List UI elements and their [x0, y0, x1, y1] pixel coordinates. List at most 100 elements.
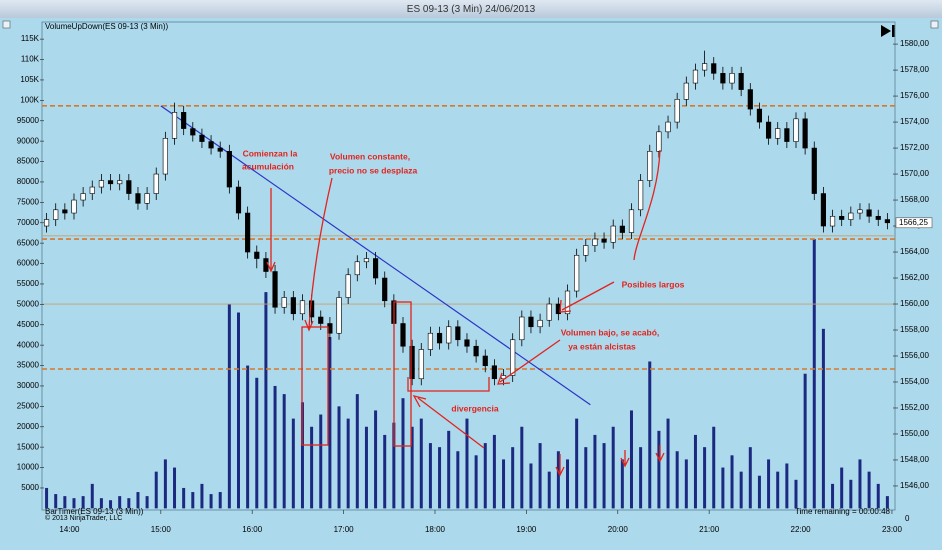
y2-tick-label: 1556,00 — [900, 351, 929, 360]
volume-bar — [456, 451, 460, 509]
candle-body — [208, 141, 214, 149]
volume-bar — [401, 398, 405, 509]
volume-bar — [200, 483, 204, 509]
volume-bar — [575, 418, 579, 509]
volume-bar — [483, 443, 487, 509]
play-icon[interactable] — [881, 25, 895, 37]
price-marker — [895, 217, 933, 229]
annotation: precio no se desplaza — [329, 165, 418, 175]
y-tick-label: 15000 — [17, 442, 40, 451]
candle-body — [802, 118, 808, 149]
candle-body — [418, 349, 424, 380]
price-marker-label: 1566,25 — [899, 218, 928, 227]
candle-body — [875, 215, 881, 220]
candle-body — [702, 63, 708, 71]
volume-bar — [465, 418, 469, 509]
candle-body — [181, 112, 187, 129]
candle-body — [272, 271, 278, 308]
volume-bar — [118, 496, 122, 509]
candle-body — [80, 193, 86, 201]
volume-bar — [666, 418, 670, 509]
candle-body — [153, 173, 159, 194]
volume-bar — [611, 426, 615, 509]
volume-bar — [767, 459, 771, 509]
y-tick-label: 110K — [21, 55, 40, 64]
annotation-shapes — [266, 149, 665, 477]
x-tick-label: 19:00 — [516, 525, 537, 534]
candle-body — [254, 251, 260, 259]
candle-body — [711, 63, 717, 74]
y-tick-label: 90000 — [17, 136, 40, 145]
volume-bar — [264, 292, 268, 509]
candle-body — [592, 238, 598, 246]
volume-bar — [803, 373, 807, 509]
candle-body — [263, 258, 269, 272]
volume-bar — [218, 492, 222, 509]
volume-bar — [849, 479, 853, 509]
volume-bar — [629, 410, 633, 509]
candle-body — [564, 290, 571, 315]
copyright: © 2013 NinjaTrader, LLC — [45, 514, 122, 522]
candle-body — [427, 332, 434, 350]
candle-body — [775, 128, 781, 139]
panel-zero: 0 — [905, 514, 910, 523]
volume-bar — [346, 418, 350, 509]
volume-bar — [72, 498, 76, 509]
volume-bar — [383, 434, 387, 509]
y-tick-label: 55000 — [17, 279, 40, 288]
y-tick-label: 35000 — [17, 361, 40, 370]
y-tick-label: 20000 — [17, 422, 40, 431]
candle-body — [455, 326, 461, 341]
y-tick-label: 45000 — [17, 320, 40, 329]
volume-bar — [191, 492, 195, 509]
volume-bar — [173, 467, 177, 509]
candle-body — [436, 332, 443, 344]
candle-body — [638, 180, 644, 211]
y2-tick-label: 1572,00 — [900, 143, 929, 152]
candle-body — [747, 89, 753, 110]
volume-bar — [721, 467, 725, 509]
y2-tick-label: 1550,00 — [900, 429, 929, 438]
candle-body — [510, 339, 516, 376]
volume-bar — [328, 336, 332, 509]
candle-body — [117, 180, 123, 185]
candle-body — [354, 261, 360, 276]
volume-bar — [127, 498, 131, 509]
candle-body — [784, 128, 790, 142]
volume-bar — [282, 394, 286, 509]
candle-body — [382, 277, 388, 302]
candle-body — [409, 345, 415, 380]
candle-body — [446, 326, 452, 344]
candle-body — [89, 186, 95, 194]
y-tick-label: 75000 — [17, 197, 40, 206]
volume-bar — [821, 328, 825, 509]
volume-bar — [447, 430, 451, 509]
candle-body — [245, 212, 251, 253]
candle-body — [171, 112, 178, 139]
y-tick-label: 105K — [20, 75, 39, 84]
candle-body — [345, 274, 351, 298]
volume-bar — [675, 451, 679, 509]
corner-box — [930, 20, 939, 29]
volume-bar — [428, 443, 432, 509]
volume-bar — [648, 361, 652, 509]
volume-bar — [511, 447, 515, 509]
volume-bar — [163, 459, 167, 509]
candle-body — [647, 151, 653, 181]
volume-bar — [502, 459, 506, 509]
y-tick-label: 115K — [21, 34, 40, 43]
y2-tick-label: 1548,00 — [900, 455, 929, 464]
volume-bar — [310, 426, 314, 509]
volume-bar — [392, 422, 396, 509]
candle-body — [217, 147, 223, 152]
candle-body — [628, 209, 635, 233]
candle-body — [729, 73, 735, 84]
y2-tick-label: 1578,00 — [900, 65, 929, 74]
candle-body — [537, 319, 543, 328]
candle-body — [674, 99, 680, 123]
volume-bar — [419, 418, 423, 509]
candle-body — [372, 258, 379, 279]
candle-body — [839, 215, 845, 220]
volume-bar — [474, 455, 478, 509]
